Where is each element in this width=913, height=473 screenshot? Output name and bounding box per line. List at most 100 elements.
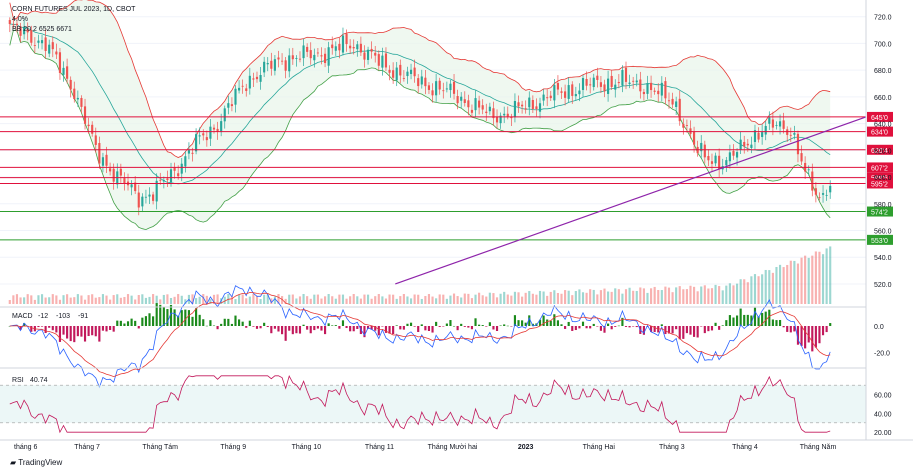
macd-histogram-bar <box>549 320 552 326</box>
macd-histogram-bar <box>696 326 699 338</box>
candle-body <box>664 81 667 99</box>
volume-bar <box>195 298 198 304</box>
change-legend: 4.0% <box>12 16 28 23</box>
volume-bar <box>392 294 395 304</box>
macd-histogram-bar <box>624 326 628 327</box>
candle-body <box>130 184 133 188</box>
candle-body <box>814 188 817 195</box>
macd-histogram-bar <box>492 326 495 330</box>
volume-bar <box>116 294 119 304</box>
volume-bar <box>223 296 226 304</box>
volume-bar <box>581 292 585 304</box>
macd-histogram-bar <box>338 326 341 329</box>
volume-bar <box>202 294 205 304</box>
candle-body <box>30 30 33 43</box>
candle-body <box>714 155 717 164</box>
macd-histogram-bar <box>678 326 681 340</box>
macd-histogram-bar <box>435 321 438 326</box>
volume-bar <box>381 296 384 304</box>
candle-body <box>76 97 79 100</box>
macd-histogram-bar <box>495 326 499 331</box>
macd-histogram-bar <box>725 320 728 326</box>
candle-body <box>506 113 509 117</box>
tradingview-logo[interactable]: ▰ TradingView <box>10 458 62 467</box>
candle-body <box>177 173 180 177</box>
macd-histogram-bar <box>427 326 431 331</box>
candle-body <box>635 80 638 83</box>
volume-bar <box>263 294 266 304</box>
volume-bar <box>517 292 520 304</box>
macd-histogram-bar <box>660 324 663 326</box>
macd-histogram-bar <box>266 326 269 328</box>
macd-histogram-bar <box>349 326 352 332</box>
candle-body <box>266 63 269 65</box>
volume-bar <box>685 289 688 304</box>
candle-body <box>653 90 656 92</box>
macd-histogram-bar <box>381 326 384 327</box>
macd-histogram-bar <box>578 326 581 329</box>
volume-bar <box>449 295 452 304</box>
volume-bar <box>556 293 560 304</box>
candle-body <box>610 75 613 87</box>
macd-histogram-bar <box>220 323 223 326</box>
candle-body <box>309 50 312 59</box>
volume-bar <box>485 296 488 304</box>
macd-histogram-bar <box>417 326 420 332</box>
volume-bar <box>331 296 334 304</box>
macd-histogram-bar <box>341 320 345 326</box>
macd-histogram-bar <box>478 324 481 326</box>
macd-histogram-bar <box>112 326 115 332</box>
macd-histogram-bar <box>284 326 287 341</box>
candle-body <box>675 101 678 108</box>
volume-bar <box>535 294 538 304</box>
volume-bar <box>345 298 348 304</box>
candle-body <box>642 91 645 95</box>
trendline <box>395 116 867 285</box>
macd-histogram-bar <box>804 326 807 349</box>
candle-body <box>352 47 355 49</box>
candle-body <box>521 104 524 107</box>
volume-bar <box>69 297 72 304</box>
candle-body <box>628 82 631 84</box>
macd-histogram-bar <box>270 326 273 334</box>
macd-histogram-bar <box>753 307 757 326</box>
macd-histogram-bar <box>331 325 334 326</box>
candles <box>8 16 832 216</box>
volume-bar <box>406 296 409 304</box>
level-badge <box>867 126 893 137</box>
volume-bar <box>564 290 567 304</box>
volume-bar <box>349 296 352 304</box>
macd-histogram-bar <box>148 313 151 326</box>
macd-histogram-bar <box>768 309 771 326</box>
candle-body <box>567 85 570 99</box>
volume-bar <box>700 286 703 304</box>
candle-body <box>288 55 291 72</box>
macd-histogram-bar <box>40 326 44 327</box>
macd-histogram-bar <box>295 326 298 334</box>
volume-bar <box>123 296 126 304</box>
macd-histogram-bar <box>91 326 94 336</box>
macd-histogram-bar <box>98 326 101 342</box>
volume-bar <box>80 295 83 304</box>
candle-body <box>248 75 251 89</box>
macd-histogram-bar <box>542 315 545 326</box>
candle-body <box>399 64 402 76</box>
candle-body <box>807 169 810 171</box>
macd-histogram-bar <box>392 326 395 335</box>
time-tick-label: Tháng 10 <box>292 444 322 451</box>
macd-histogram-bar <box>621 317 624 326</box>
candle-body <box>359 43 362 53</box>
macd-histogram-bar <box>166 309 169 326</box>
volume-bar <box>141 294 144 304</box>
volume-bar <box>818 251 821 304</box>
candle-body <box>460 96 463 101</box>
macd-histogram-bar <box>628 326 631 328</box>
candle-body <box>589 84 592 86</box>
macd-histogram-bar <box>510 326 513 327</box>
candle-body <box>574 94 577 97</box>
volume-bar <box>653 286 656 304</box>
volume-bar <box>743 279 746 304</box>
volume-bar <box>750 276 753 304</box>
volume-bar <box>445 298 448 304</box>
